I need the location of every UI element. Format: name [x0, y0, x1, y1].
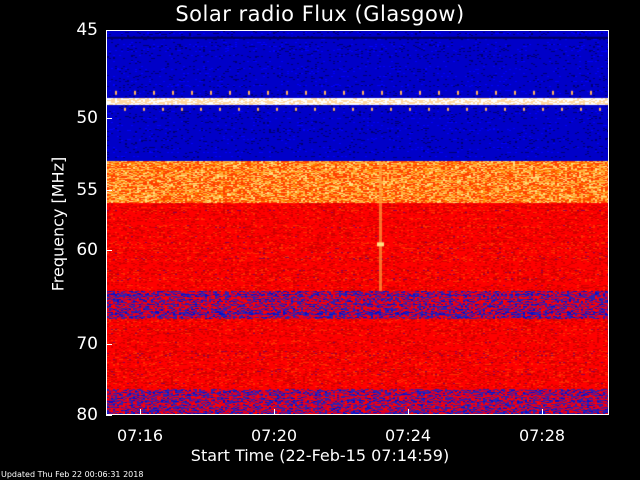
- x-tick-mark: [542, 409, 543, 415]
- x-tick-label: 07:24: [384, 426, 432, 445]
- spectrogram-heatmap: [107, 31, 608, 414]
- y-axis-label: Frequency [MHz]: [48, 156, 68, 292]
- y-tick-mark: [106, 30, 112, 31]
- y-tick-label: 50: [76, 108, 98, 128]
- x-tick-label: 07:16: [116, 426, 164, 445]
- x-tick-mark: [140, 409, 142, 415]
- x-tick-mark: [274, 409, 276, 415]
- chart-title: Solar radio Flux (Glasgow): [175, 2, 465, 26]
- y-tick-label: 60: [76, 240, 98, 260]
- y-tick-mark: [106, 118, 112, 119]
- x-axis-label: Start Time (22-Feb-15 07:14:59): [190, 446, 450, 465]
- y-tick-mark: [106, 415, 112, 416]
- y-tick-mark: [106, 344, 112, 346]
- y-tick-label: 45: [76, 20, 98, 40]
- y-tick-label: 80: [76, 405, 98, 425]
- x-tick-label: 07:28: [518, 426, 566, 445]
- y-tick-mark: [106, 250, 112, 251]
- updated-timestamp: Updated Thu Feb 22 00:06:31 2018: [1, 470, 144, 479]
- x-tick-label: 07:20: [250, 426, 298, 445]
- y-tick-mark: [106, 190, 112, 191]
- y-tick-label: 55: [76, 180, 98, 200]
- x-tick-mark: [408, 409, 410, 415]
- y-tick-label: 70: [76, 334, 98, 355]
- spectrogram-plot-area: [106, 30, 609, 415]
